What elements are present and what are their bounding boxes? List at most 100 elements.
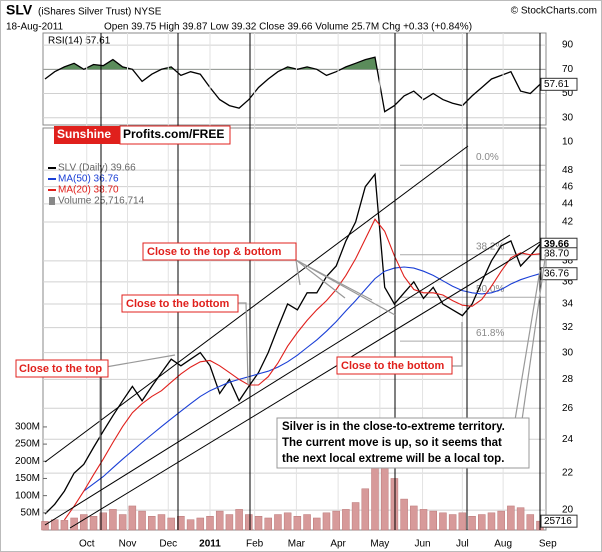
legend-swatch — [49, 197, 55, 205]
line — [63, 218, 541, 521]
volume-bar — [99, 512, 107, 531]
volume-bar — [390, 478, 399, 531]
price-badge — [540, 514, 578, 528]
date: 18-Aug-2011 — [6, 22, 64, 33]
volume-bar — [313, 517, 321, 531]
volume-bar — [429, 510, 437, 531]
callout-box — [142, 242, 297, 261]
x-tick-label: 2011 — [199, 539, 221, 550]
callout-line — [452, 322, 463, 367]
volume-bar — [109, 509, 117, 531]
volume-bar — [128, 505, 137, 531]
volume-bar — [526, 514, 535, 531]
volume-bar — [157, 514, 166, 531]
callout-line — [238, 302, 249, 386]
sponsor-text: Sunshine — [57, 127, 111, 141]
source: © StockCharts.com — [511, 6, 597, 17]
volume-bar — [332, 510, 340, 531]
sponsor-box — [54, 126, 120, 144]
y-tick-label: 32 — [562, 322, 574, 333]
y-tick-label: 150M — [15, 473, 40, 484]
callout: Close to the bottom — [341, 360, 444, 372]
y-tick-label: 100M — [15, 490, 40, 501]
badge-label: 25716 — [544, 516, 572, 527]
volume-bar — [342, 509, 350, 531]
volume-bar — [516, 507, 525, 531]
channel-line — [44, 145, 469, 463]
callout-box — [15, 359, 109, 378]
volume-bar — [186, 519, 195, 531]
volume-bar — [322, 512, 331, 531]
volume-bar — [118, 514, 127, 531]
y-tick-label: 42 — [562, 217, 574, 228]
price-badge — [540, 77, 578, 91]
price-badge — [540, 267, 578, 281]
note-line: The current move is up, so it seems that — [282, 437, 502, 449]
volume-bar — [50, 519, 59, 531]
volume-bar — [439, 512, 447, 531]
callout-line — [514, 269, 541, 421]
y-tick-label: 48 — [562, 165, 574, 176]
volume-bar — [225, 514, 234, 531]
volume-bar — [448, 514, 457, 531]
volume-bar — [138, 510, 146, 531]
price-badge — [540, 247, 578, 261]
y-tick-label: 30 — [562, 347, 574, 358]
volume-bar — [196, 517, 205, 531]
y-tick-label: 46 — [562, 181, 574, 192]
volume-bar — [419, 509, 428, 531]
volume-bar — [245, 514, 253, 531]
y-tick-label: 50 — [562, 88, 574, 99]
note-line: the next local extreme will be a local t… — [282, 453, 504, 465]
callout-line — [295, 259, 301, 286]
x-tick-label: May — [370, 539, 389, 550]
quote: Open 39.75 High 39.87 Low 39.32 Close 39… — [104, 22, 472, 33]
badge-label: 57.61 — [544, 79, 569, 90]
symbol: SLV — [6, 2, 33, 18]
callout-line — [521, 251, 547, 421]
volume-bar — [410, 505, 418, 531]
x-tick-label: Apr — [330, 539, 346, 550]
callout-box — [336, 356, 453, 375]
x-tick-label: Oct — [79, 539, 95, 550]
channel-line — [69, 241, 541, 529]
badge-label: 36.76 — [544, 268, 569, 279]
volume-bar — [478, 514, 486, 531]
fib-label: 0.0% — [476, 152, 499, 163]
x-tick-label: Aug — [494, 539, 512, 550]
plot-layer: 90 70 50 30 10 57.61 48 46 44 42 38 36 34 32 30 28 26 24 2… — [15, 33, 578, 550]
legend-entry: MA(50) 36.76 — [58, 174, 119, 185]
volume-bar — [60, 520, 69, 531]
x-tick-label: Feb — [246, 539, 264, 550]
y-tick-label: 20 — [562, 505, 574, 516]
y-tick-label: 44 — [562, 199, 574, 210]
volume-bar — [41, 521, 49, 531]
y-tick-label: 22 — [562, 468, 574, 479]
callout-box — [121, 294, 239, 313]
x-tick-label: Nov — [119, 539, 137, 550]
channel-lines — [44, 145, 541, 529]
volume-bar — [487, 512, 496, 531]
volume-bar — [468, 516, 476, 531]
callout: Close to the bottom — [126, 298, 229, 310]
x-tick-label: Dec — [159, 539, 177, 550]
legend-entry: MA(20) 38.70 — [58, 185, 119, 196]
volume-bar — [215, 510, 224, 531]
rsi-panel — [42, 32, 547, 126]
y-tick-label: 38 — [562, 255, 574, 266]
badge-label: 39.66 — [544, 239, 569, 250]
x-tick-label: Jul — [456, 539, 469, 550]
y-tick-label: 250M — [15, 439, 40, 450]
x-tick-label: Mar — [288, 539, 306, 550]
fib-label: 50.0% — [476, 284, 504, 295]
y-tick-label: 34 — [562, 299, 574, 310]
line — [44, 172, 541, 515]
volume-bar — [274, 514, 282, 531]
badge-label: 38.70 — [544, 248, 569, 259]
volume-bar — [497, 510, 505, 531]
y-tick-label: 10 — [562, 137, 574, 148]
volume-bar — [293, 516, 302, 531]
volume-bar — [264, 517, 272, 531]
